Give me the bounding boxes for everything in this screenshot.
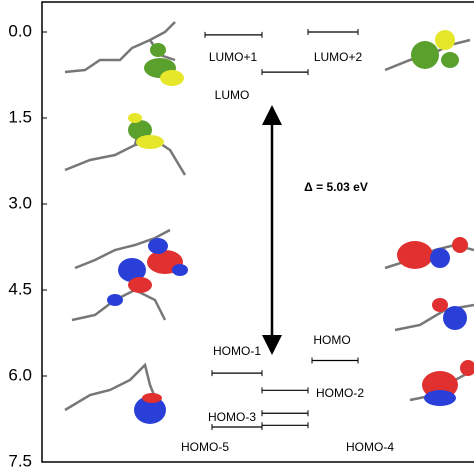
orbital-image [384,30,471,72]
annotation: Δ = 5.03 eV [304,180,368,194]
level-label: HOMO [313,333,350,347]
y-tick-label: 7.5 [8,451,32,470]
orbital-image [409,360,474,406]
y-tick-label: 4.5 [8,279,32,298]
level-label: HOMO-3 [208,410,256,424]
orbital-image [64,362,166,424]
orbital-image [71,258,167,322]
y-tick-label: 3.0 [8,193,32,212]
y-tick-label: 0.0 [8,21,32,40]
level-label: HOMO-4 [346,440,394,454]
level-label: HOMO-5 [181,440,229,454]
orbital-image [394,298,474,332]
orbital-image [384,237,474,270]
y-tick-label: 1.5 [8,107,32,126]
y-tick-label: 6.0 [8,365,32,384]
level-label: HOMO-1 [213,344,261,358]
level-label: LUMO+1 [209,50,258,64]
orbital-image [64,113,187,176]
level-label: LUMO+2 [314,50,363,64]
plot-frame [41,1,474,463]
orbital-image [74,228,188,276]
level-label: LUMO [215,88,250,102]
orbital-image [64,21,184,86]
level-label: HOMO-2 [316,386,364,400]
